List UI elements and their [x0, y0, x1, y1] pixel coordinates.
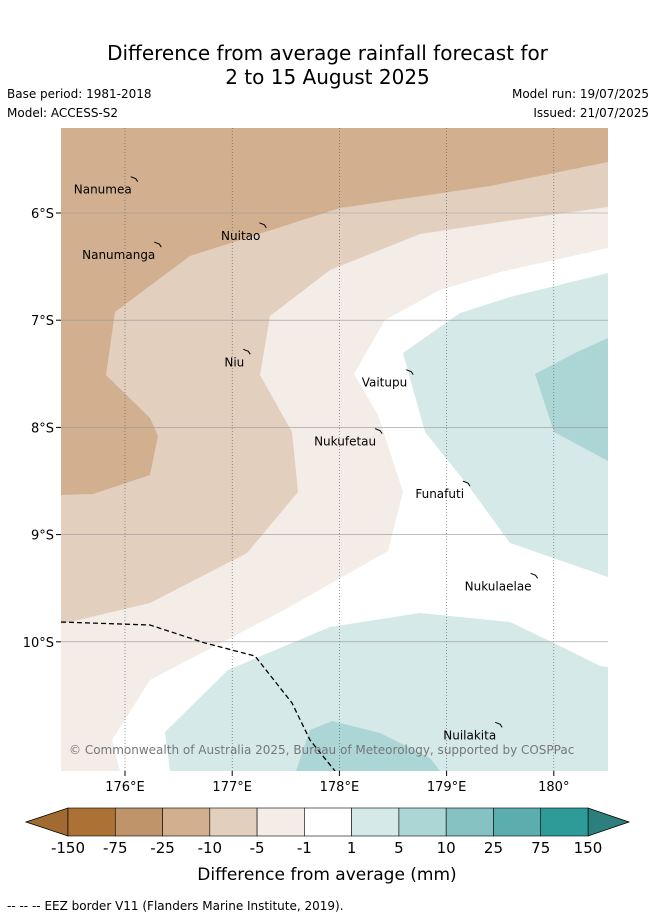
colorbar-ticks: -150 -75 -25 -10 -5 -1 1 5 10 25 75 150	[51, 839, 602, 857]
lon-tick-label: 176°E	[105, 780, 145, 795]
colorbar-swatch	[493, 807, 542, 837]
island-label: Niu	[224, 355, 244, 369]
island-outline	[495, 721, 503, 728]
island-label: Nanumanga	[82, 248, 155, 262]
model-label: Model: ACCESS-S2	[7, 106, 119, 120]
copyright-notice: © Commonwealth of Australia 2025, Bureau…	[69, 743, 574, 757]
colorbar-tick-label: -25	[150, 839, 175, 857]
colorbar-swatch	[256, 807, 305, 837]
island-outline	[374, 428, 383, 434]
forecast-contours: Nanumea Nanumanga Nuitao Niu Vaitupu Nukufeta…	[61, 128, 608, 771]
latitude-lines	[61, 212, 608, 643]
issued-label: Issued: 21/07/2025	[533, 106, 649, 120]
colorbar-swatch	[445, 807, 494, 837]
contour-band-plus1-plus5-south	[165, 613, 608, 771]
lon-tick-label: 178°E	[320, 780, 360, 795]
island-outline	[462, 480, 471, 487]
island-outline	[259, 222, 267, 229]
eez-legend-text: EEZ border V11 (Flanders Marine Institut…	[44, 899, 344, 913]
colorbar-swatch	[67, 807, 116, 837]
island-labels: Nanumea Nanumanga Nuitao Niu Vaitupu Nukufeta…	[74, 176, 538, 742]
island-outline	[406, 369, 414, 375]
island-label: Nanumea	[74, 183, 132, 197]
colorbar-under-arrow	[24, 807, 69, 837]
model-run-label: Model run: 19/07/2025	[511, 87, 649, 101]
colorbar-tick-label: 1	[347, 839, 357, 857]
contour-band-plus5-plus10-east	[535, 338, 608, 461]
colorbar-swatch	[209, 807, 258, 837]
colorbar-tick-label: -1	[297, 839, 312, 857]
colorbar-tick-label: 25	[484, 839, 503, 857]
colorbar-tick-label: -150	[51, 839, 85, 857]
map-title-line2: 2 to 15 August 2025	[225, 65, 430, 89]
contour-band-plus1-plus5-east	[403, 273, 608, 577]
colorbar-swatch	[162, 807, 211, 837]
island-label: Funafuti	[415, 487, 464, 501]
island-label: Vaitupu	[362, 376, 408, 390]
island-label: Nukulaelae	[465, 579, 532, 593]
colorbar-tick-label: -5	[250, 839, 265, 857]
colorbar-tick-label: 5	[394, 839, 404, 857]
base-period-label: Base period: 1981-2018	[7, 87, 152, 101]
lon-tick-label: 180°	[538, 780, 569, 795]
island-label: Nuilakita	[443, 728, 496, 742]
colorbar-swatch	[351, 807, 400, 837]
lon-tick-label: 177°E	[212, 780, 252, 795]
colorbar-swatch	[398, 807, 447, 837]
lat-tick-label: 9°S	[31, 529, 54, 544]
colorbar-swatch	[114, 807, 163, 837]
island-label: Nuitao	[221, 229, 260, 243]
longitude-axis: 176°E 177°E 178°E 179°E 180°	[105, 771, 569, 795]
contour-band-plus5-plus10-south	[296, 721, 440, 771]
island-outline	[243, 348, 251, 355]
colorbar-swatch	[540, 807, 589, 837]
island-outline	[130, 176, 139, 182]
lat-tick-label: 8°S	[31, 421, 54, 436]
lat-tick-label: 10°S	[23, 636, 54, 651]
colorbar-tick-label: 10	[437, 839, 456, 857]
island-outline	[154, 241, 162, 248]
colorbar-tick-label: 150	[574, 839, 603, 857]
latitude-axis: 6°S 7°S 8°S 9°S 10°S	[23, 207, 61, 651]
colorbar-tick-label: -10	[198, 839, 223, 857]
lon-tick-label: 179°E	[427, 780, 467, 795]
graticule	[124, 128, 555, 771]
map-title-line1: Difference from average rainfall forecas…	[107, 41, 548, 65]
island-label: Nukufetau	[314, 435, 376, 449]
colorbar-swatch	[304, 807, 352, 837]
lat-tick-label: 7°S	[31, 314, 54, 329]
colorbar-over-arrow	[587, 807, 631, 837]
colorbar	[24, 807, 631, 837]
eez-legend: -- -- -- EEZ border V11 (Flanders Marine…	[7, 899, 344, 913]
island-outline	[530, 572, 538, 579]
eez-border	[61, 621, 336, 771]
colorbar-tick-label: 75	[531, 839, 550, 857]
eez-legend-symbol: -- -- --	[7, 899, 41, 913]
lat-tick-label: 6°S	[31, 207, 54, 222]
colorbar-label: Difference from average (mm)	[197, 865, 456, 885]
colorbar-tick-label: -75	[103, 839, 128, 857]
